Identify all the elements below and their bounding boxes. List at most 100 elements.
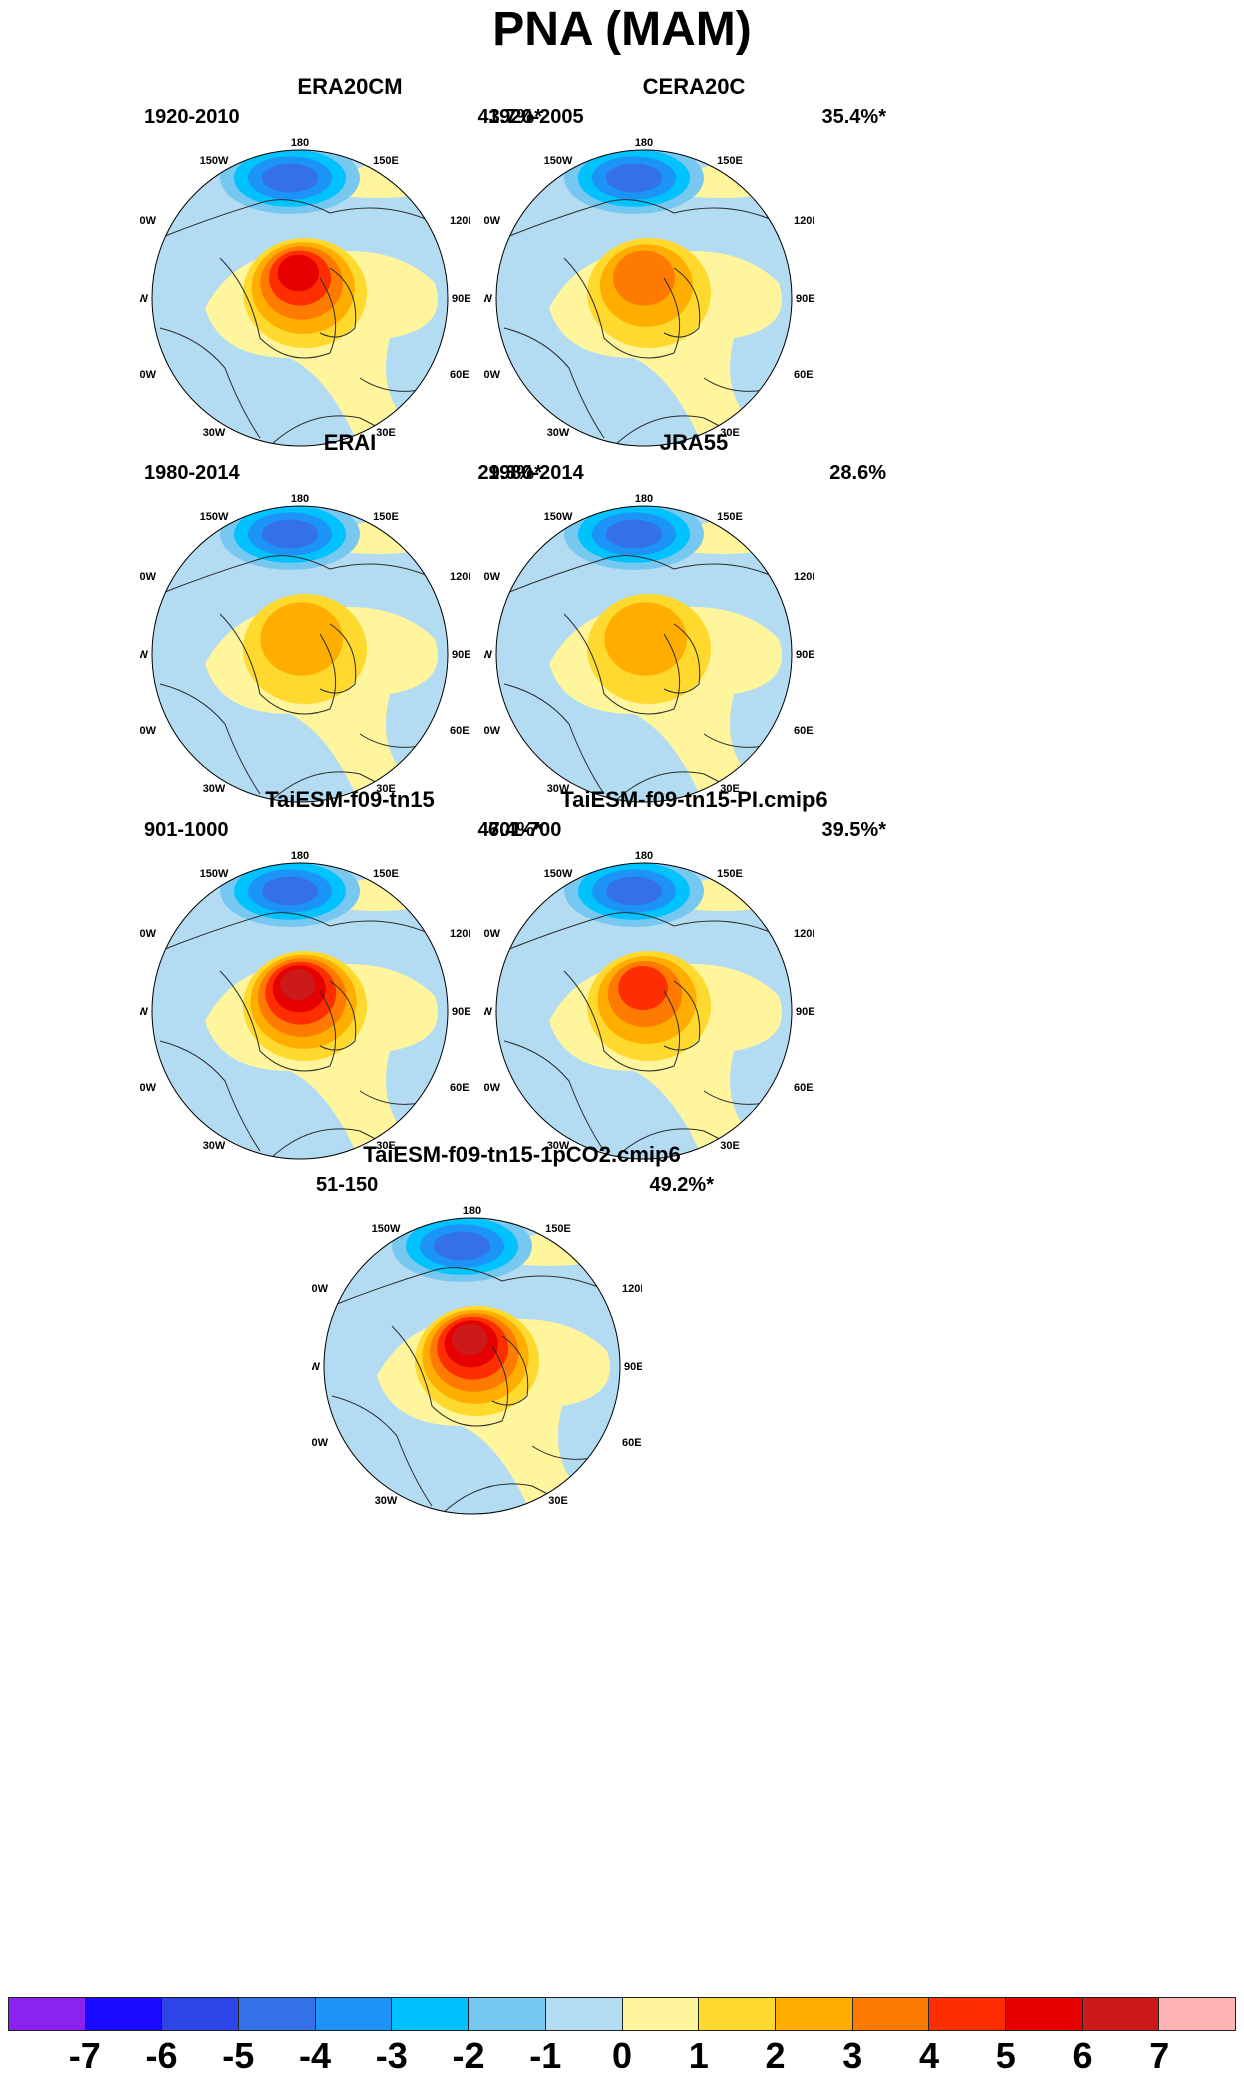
panel-title: ERA20CM — [297, 74, 403, 99]
longitude-label: 60W — [312, 1437, 329, 1449]
longitude-label: 120E — [794, 571, 814, 583]
positive-contour — [618, 966, 668, 1010]
panel-title: JRA55 — [659, 430, 729, 455]
colorbar-swatch — [1159, 1997, 1236, 2031]
coastline — [319, 980, 357, 1051]
panel-period: 51-150 — [316, 1174, 379, 1196]
longitude-label: 150E — [373, 155, 399, 167]
coastline — [391, 1325, 509, 1427]
longitude-label: 60E — [450, 1082, 470, 1094]
colorbar-swatch — [622, 1997, 700, 2031]
negative-contour — [434, 1231, 490, 1261]
colorbar-tick-label: 0 — [611, 2035, 633, 2076]
longitude-label: 60E — [450, 725, 470, 737]
polar-map: 180150W150E120W120E90W90E60W60E30W30E0 — [484, 137, 814, 447]
negative-contour — [262, 163, 318, 193]
colorbar-swatch — [85, 1997, 163, 2031]
longitude-label: 180 — [291, 850, 309, 862]
longitude-label: 60W — [140, 369, 157, 381]
longitude-label: 180 — [291, 137, 309, 149]
longitude-label: 30W — [203, 1140, 226, 1152]
longitude-label: 150E — [373, 511, 399, 523]
colorbar-tick-label: -6 — [145, 2035, 178, 2076]
polar-map: 180150W150E120W120E90W90E60W60E30W30E0 — [312, 1205, 642, 1515]
negative-contour — [262, 519, 318, 549]
polar-map: 180150W150E120W120E90W90E60W60E30W30E0 — [140, 850, 470, 1160]
negative-contour — [262, 876, 318, 906]
map-panel-taiesm-pi: TaiESM-f09-tn15-PI.cmip6 601-700 39.5%* … — [484, 785, 904, 1255]
longitude-label: 30W — [547, 1140, 570, 1152]
panel-title: TaiESM-f09-tn15 — [265, 787, 435, 812]
coastline — [159, 1040, 261, 1152]
longitude-label: 90E — [796, 1006, 814, 1018]
coastline — [159, 912, 446, 952]
longitude-label: 120E — [450, 571, 470, 583]
coastline — [159, 327, 261, 439]
colorbar-swatch — [852, 1997, 930, 2031]
colorbar-swatch — [8, 1997, 86, 2031]
colorbar-swatch — [775, 1997, 853, 2031]
panel-period: 1980-2014 — [488, 462, 584, 484]
longitude-label: 120E — [794, 928, 814, 940]
longitude-label: 180 — [635, 137, 653, 149]
longitude-label: 90W — [484, 1006, 493, 1018]
colorbar-tick-label: -5 — [222, 2035, 255, 2076]
positive-contour — [260, 602, 343, 676]
coastline — [503, 555, 790, 595]
panel-variance: 35.4%* — [821, 106, 887, 128]
longitude-label: 30E — [376, 783, 396, 795]
longitude-label: 180 — [291, 493, 309, 505]
longitude-label: 150W — [200, 511, 229, 523]
colorbar-swatch — [469, 1997, 546, 2031]
longitude-label: 60E — [794, 369, 814, 381]
panel-period: 1980-2014 — [144, 462, 240, 484]
panel-variance: 49.2%* — [649, 1174, 715, 1196]
longitude-label: 90W — [140, 293, 149, 305]
coastline — [663, 267, 701, 338]
longitude-label: 150W — [372, 1223, 401, 1235]
longitude-label: 90E — [624, 1361, 642, 1373]
longitude-label: 150W — [200, 868, 229, 880]
coastline — [491, 1335, 529, 1406]
longitude-label: 60E — [450, 369, 470, 381]
colorbar-swatch — [239, 1997, 316, 2031]
longitude-label: 120E — [794, 215, 814, 227]
longitude-label: 180 — [463, 1205, 481, 1217]
panel-variance: 28.6% — [829, 462, 886, 484]
colorbar-swatch — [929, 1997, 1006, 2031]
colorbar-tick-label: 2 — [765, 2035, 786, 2076]
coastline — [563, 613, 681, 715]
panel-title: TaiESM-f09-tn15-1pCO2.cmip6 — [363, 1142, 681, 1167]
coastline — [563, 257, 681, 359]
panel-variance: 43.7%* — [477, 106, 543, 128]
panel-variance: 47.4%* — [477, 819, 543, 841]
longitude-label: 30W — [547, 427, 570, 439]
colorbar-tick-label: -4 — [298, 2035, 332, 2076]
map-boundary — [151, 505, 449, 803]
positive-contour — [604, 602, 687, 676]
negative-contour — [606, 163, 662, 193]
coastline — [159, 199, 446, 239]
colorbar-swatch — [392, 1997, 470, 2031]
longitude-label: 150W — [544, 511, 573, 523]
coastline — [159, 555, 446, 595]
longitude-label: 60W — [484, 369, 501, 381]
longitude-label: 60W — [140, 725, 157, 737]
colorbar-tick-label: -2 — [452, 2035, 485, 2076]
colorbar-tick-label: 7 — [1149, 2035, 1170, 2076]
colorbar-swatch — [162, 1997, 240, 2031]
coastline — [331, 1395, 433, 1507]
panel-period: 901-1000 — [144, 819, 229, 841]
longitude-label: 30W — [547, 783, 570, 795]
map-panel-taiesm-1pco2: TaiESM-f09-tn15-1pCO2.cmip6 51-150 49.2%… — [312, 1140, 732, 1610]
negative-contour — [606, 519, 662, 549]
colorbar-tick-label: -7 — [68, 2035, 101, 2076]
coastline — [219, 970, 337, 1072]
longitude-label: 60W — [484, 1082, 501, 1094]
coastline — [503, 1040, 605, 1152]
longitude-label: 60E — [794, 725, 814, 737]
longitude-label: 150E — [545, 1223, 571, 1235]
